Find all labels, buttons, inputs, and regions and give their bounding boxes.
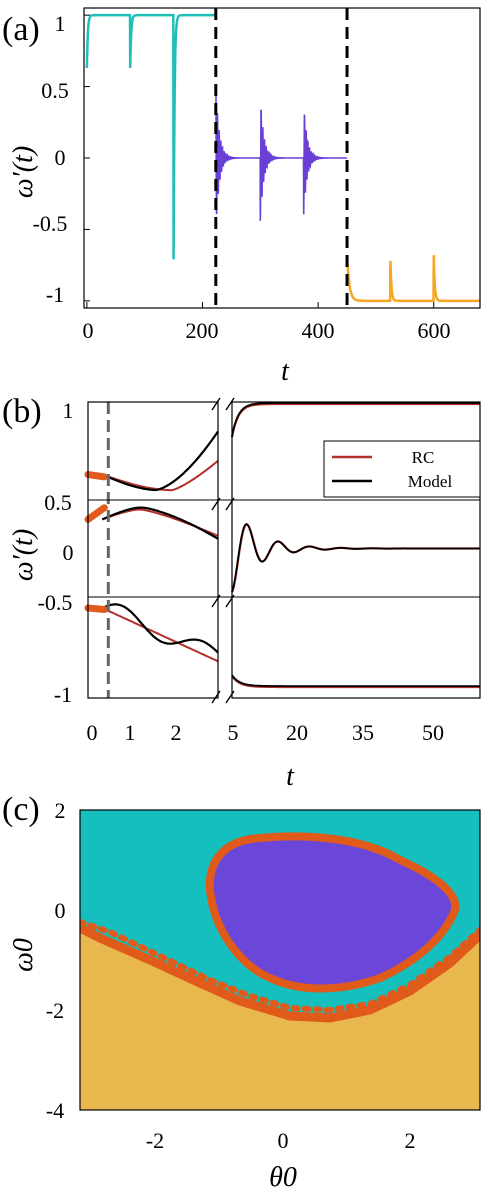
model-left-row-1 [101,430,219,492]
panel-a-ytick-1: 0.5 [41,78,69,103]
panel-a-ylabel: ω′(t) [8,146,39,198]
panel-b-xlabel: t [286,761,295,792]
panel-b-ytick-1: 0.5 [44,490,72,515]
panel-a-xtick-1: 200 [186,318,219,343]
panel-a-ytick-0: 1 [55,11,66,36]
panel-b-right-frame [231,401,481,699]
panel-c-ylabel: ω0 [8,938,39,972]
panel-c-ytick-1: 0 [55,898,66,923]
panel-b-ytick-2: 0 [63,540,74,565]
legend: RC Model [323,440,481,498]
panel-a-ytick-3: -0.5 [33,211,68,236]
panel-a-label: (a) [2,11,40,48]
panel-b-data [84,402,480,698]
panel-b-xtick-4: 20 [286,720,308,745]
model-right-row-1 [231,402,480,437]
initial-segment-row-3 [84,604,108,613]
panel-b-left-frame [87,401,219,699]
rc-right-row-2 [230,523,480,593]
initial-segment-row-1 [84,471,108,481]
series-attractor-3 [345,255,480,303]
panel-a-xtick-0: 0 [83,318,94,343]
panel-a-ytick-4: -1 [46,282,64,307]
series-attractor-1 [85,13,216,260]
model-left-row-2 [101,506,219,540]
rc-left-row-3 [101,607,219,663]
region-yellow-boundary [80,923,480,1023]
panel-a-data [85,8,480,308]
panel-c-ytick-2: -2 [46,998,64,1023]
panel-a-ytick-2: 0 [55,145,66,170]
initial-segment-row-2 [84,504,108,523]
rc-left-row-1 [101,460,219,492]
panel-a-xtick-3: 600 [418,318,451,343]
region-yellow-boundary-dots [80,919,480,1014]
panel-b-ytick-3: -0.5 [38,590,73,615]
panel-c-axes-frame [79,809,481,1111]
panel-b-ylabel: ω′(t) [8,529,39,581]
panel-b: RC Model (b) 1 0.5 0 -0.5 -1 0 1 2 5 20 … [2,393,481,792]
series-attractor-2 [215,85,347,221]
panel-c: (c) 2 0 -2 -4 -2 0 2 θ0 ω0 [2,791,481,1193]
region-yellow [80,930,480,1110]
panel-c-ytick-0: 2 [55,798,66,823]
panel-a-tick-marks [84,14,435,308]
model-right-row-3 [231,674,480,687]
axis-break-marks [211,397,235,704]
panel-b-xtick-5: 35 [352,720,374,745]
rc-right-row-1 [230,402,480,438]
panel-b-ytick-0: 1 [63,398,74,423]
panel-b-xtick-6: 50 [422,720,444,745]
panel-b-xtick-1: 1 [125,720,136,745]
basin-map [80,810,480,1110]
legend-box [323,440,481,498]
panel-c-xtick-2: 2 [405,1128,416,1153]
panel-c-label: (c) [2,791,40,828]
panel-c-ytick-3: -4 [46,1098,64,1123]
panel-b-xtick-2: 2 [171,720,182,745]
panel-b-xtick-3: 5 [228,720,239,745]
panel-b-xtick-0: 0 [87,720,98,745]
legend-model-label: Model [408,472,453,491]
panel-c-xtick-0: -2 [146,1128,164,1153]
model-left-row-3 [101,603,219,654]
panel-a-xtick-2: 400 [302,318,335,343]
model-right-row-2 [231,523,480,593]
panel-b-ytick-4: -1 [54,682,72,707]
panel-a: (a) 1 0.5 0 -0.5 -1 0 200 400 600 t ω′(t… [2,7,481,387]
legend-rc-label: RC [412,448,435,467]
panel-b-label: (b) [2,393,42,430]
region-purple-top-dots [259,834,457,905]
panel-a-xlabel: t [281,356,290,387]
panel-c-xtick-1: 0 [278,1128,289,1153]
panel-c-xlabel: θ0 [269,1162,297,1193]
